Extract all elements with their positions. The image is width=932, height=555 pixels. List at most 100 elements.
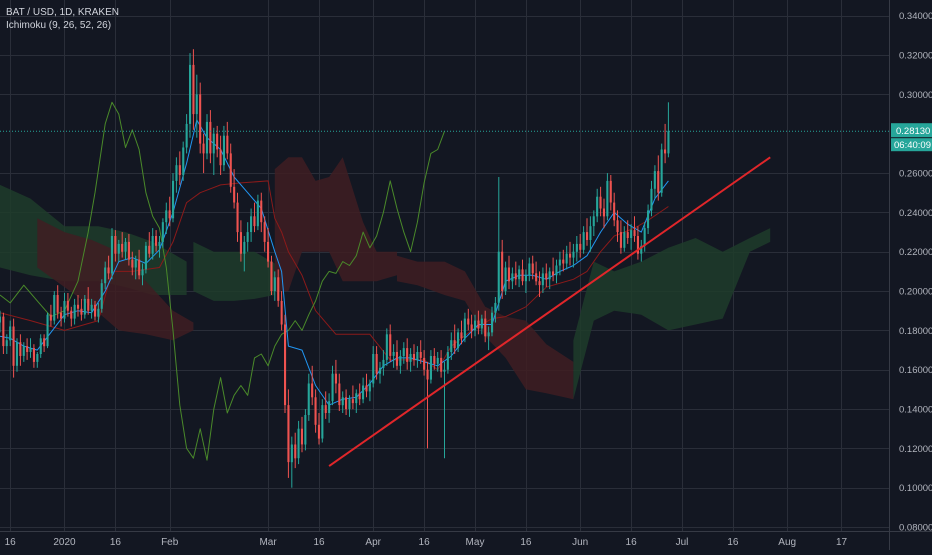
candle[interactable] — [19, 334, 22, 366]
candle[interactable] — [80, 298, 83, 321]
candle[interactable] — [457, 328, 460, 352]
candle[interactable] — [328, 393, 331, 423]
candle[interactable] — [409, 348, 412, 372]
candle[interactable] — [114, 230, 117, 262]
candle[interactable] — [395, 340, 398, 370]
candle[interactable] — [446, 346, 449, 374]
candle[interactable] — [558, 251, 561, 276]
candle[interactable] — [70, 306, 73, 327]
candle[interactable] — [633, 216, 636, 242]
candle[interactable] — [22, 342, 25, 362]
candle[interactable] — [518, 265, 521, 288]
candle[interactable] — [474, 314, 477, 337]
candle[interactable] — [175, 157, 178, 193]
candle[interactable] — [592, 210, 595, 236]
candle[interactable] — [311, 365, 314, 406]
candle[interactable] — [32, 344, 35, 368]
candle[interactable] — [209, 110, 212, 164]
candle[interactable] — [141, 263, 144, 286]
candle[interactable] — [73, 298, 76, 325]
candle[interactable] — [491, 306, 494, 337]
candle[interactable] — [419, 340, 422, 364]
candle[interactable] — [26, 338, 29, 360]
candle[interactable] — [507, 255, 510, 290]
candle[interactable] — [575, 236, 578, 262]
candle[interactable] — [49, 304, 52, 327]
candle[interactable] — [365, 373, 368, 398]
candle[interactable] — [304, 409, 307, 451]
candle[interactable] — [640, 239, 643, 262]
candle[interactable] — [202, 133, 205, 174]
candle[interactable] — [433, 348, 436, 370]
candle[interactable] — [294, 432, 297, 469]
candle[interactable] — [589, 216, 592, 252]
candle[interactable] — [182, 141, 185, 181]
candle[interactable] — [467, 308, 470, 331]
candle[interactable] — [307, 373, 310, 421]
candle[interactable] — [355, 389, 358, 413]
candle[interactable] — [110, 228, 113, 280]
trendline[interactable] — [328, 156, 771, 467]
candle[interactable] — [124, 238, 127, 260]
candle[interactable] — [219, 135, 222, 175]
candle[interactable] — [233, 169, 236, 209]
candle[interactable] — [494, 297, 497, 323]
candle[interactable] — [362, 377, 365, 404]
candle[interactable] — [222, 125, 225, 172]
candle[interactable] — [348, 395, 351, 417]
candle[interactable] — [29, 338, 32, 358]
candle[interactable] — [56, 285, 59, 319]
candle[interactable] — [107, 255, 110, 280]
candle[interactable] — [260, 192, 263, 233]
candle[interactable] — [246, 222, 249, 252]
candle[interactable] — [2, 312, 5, 354]
candle[interactable] — [453, 324, 456, 355]
candle[interactable] — [317, 413, 320, 445]
candle[interactable] — [657, 155, 660, 201]
candle[interactable] — [399, 350, 402, 374]
candle[interactable] — [619, 220, 622, 254]
candle[interactable] — [324, 391, 327, 419]
candle[interactable] — [250, 208, 253, 242]
candle[interactable] — [341, 391, 344, 413]
candle[interactable] — [501, 239, 504, 299]
candle[interactable] — [63, 293, 66, 323]
candle[interactable] — [660, 143, 663, 197]
candle[interactable] — [579, 234, 582, 258]
candle[interactable] — [616, 210, 619, 242]
candle[interactable] — [144, 241, 147, 274]
candle[interactable] — [314, 389, 317, 433]
candle[interactable] — [596, 188, 599, 223]
symbol-title[interactable]: BAT / USD, 1D, KRAKEN — [6, 7, 119, 18]
candle[interactable] — [287, 389, 290, 478]
candle[interactable] — [253, 202, 256, 233]
candle[interactable] — [158, 236, 161, 258]
candle[interactable] — [151, 228, 154, 260]
candle[interactable] — [545, 263, 548, 288]
candle[interactable] — [382, 350, 385, 376]
candle[interactable] — [104, 261, 107, 290]
candle[interactable] — [667, 102, 670, 158]
candle[interactable] — [338, 373, 341, 411]
candle[interactable] — [436, 352, 439, 372]
candle[interactable] — [385, 328, 388, 366]
candle[interactable] — [664, 123, 667, 164]
candle[interactable] — [53, 291, 56, 325]
candle[interactable] — [524, 269, 527, 293]
candle[interactable] — [90, 298, 93, 319]
candle[interactable] — [392, 344, 395, 368]
candle[interactable] — [127, 234, 130, 266]
candle[interactable] — [402, 342, 405, 364]
candle[interactable] — [77, 295, 80, 317]
candle[interactable] — [290, 436, 293, 488]
candle[interactable] — [331, 365, 334, 406]
candle[interactable] — [0, 310, 1, 333]
candle[interactable] — [205, 114, 208, 160]
candle[interactable] — [43, 334, 46, 352]
candle[interactable] — [117, 239, 120, 262]
candle[interactable] — [39, 334, 42, 358]
candle[interactable] — [497, 177, 500, 311]
candle[interactable] — [284, 314, 287, 413]
candle[interactable] — [470, 314, 473, 339]
candle[interactable] — [429, 350, 432, 384]
